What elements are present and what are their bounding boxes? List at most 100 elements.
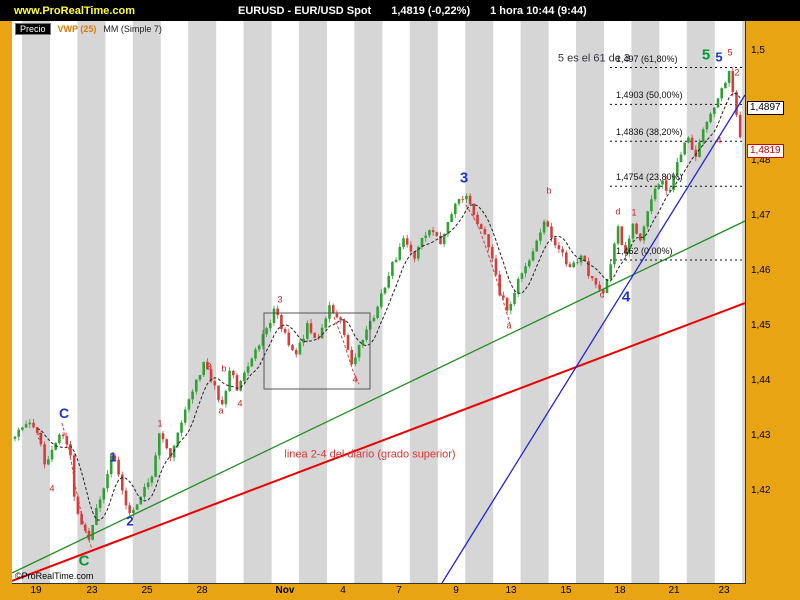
candle-body xyxy=(320,327,324,339)
candle-body xyxy=(198,375,202,380)
price-axis-label: 1,45 xyxy=(751,320,771,331)
candle-body xyxy=(124,490,128,506)
candle-body xyxy=(516,278,520,293)
candle-body xyxy=(476,214,479,225)
candle-body xyxy=(72,455,76,497)
candle-body xyxy=(224,390,228,405)
time-axis-label: 18 xyxy=(614,585,626,596)
candle-body xyxy=(676,162,679,176)
title-bar: www.ProRealTime.com EURUSD - EUR/USD Spo… xyxy=(0,0,800,21)
wave-label: 3 xyxy=(459,169,469,187)
candle-body xyxy=(121,474,124,491)
candle-body xyxy=(720,88,723,99)
time-axis-label: 28 xyxy=(196,585,208,596)
time-axis[interactable]: 19 23 25 28 Nov 4 7 9 13 15 18 21 23 xyxy=(12,585,745,600)
candle-body xyxy=(494,258,498,275)
candle-body xyxy=(243,372,246,382)
price-axis-label: 1,43 xyxy=(751,430,771,441)
candle-body xyxy=(280,315,283,330)
prorealtime-link[interactable]: www.ProRealTime.com xyxy=(14,4,136,17)
ma-indicator-label[interactable]: MM (Simple 7) xyxy=(103,24,162,34)
candle-body xyxy=(335,313,339,318)
note-5-es-el-61-de-3: 5 es el 61 de 3 xyxy=(557,52,631,65)
candle-body xyxy=(627,238,631,254)
candle-body xyxy=(713,107,716,114)
candle-body xyxy=(431,230,435,233)
wave-label: a xyxy=(218,405,224,416)
candle-body xyxy=(657,184,661,189)
candle-body xyxy=(213,381,217,386)
instrument-title: EURUSD - EUR/USD Spot xyxy=(238,4,372,17)
candle-body xyxy=(709,113,712,123)
candle-body xyxy=(265,328,268,335)
candle-body xyxy=(361,339,365,346)
day-stripe xyxy=(243,21,272,583)
wave-label: 5 xyxy=(727,47,733,58)
candle-body xyxy=(309,323,313,333)
wave-label: 3 xyxy=(37,431,43,442)
candle-body xyxy=(409,244,413,252)
day-stripe xyxy=(188,21,217,583)
candle-body xyxy=(535,240,538,252)
time-axis-label: 23 xyxy=(86,585,98,596)
candle-body xyxy=(383,287,387,294)
wave-label: b xyxy=(221,363,227,374)
candle-body xyxy=(631,223,635,239)
wave-label: 2 xyxy=(734,67,740,78)
candle-body xyxy=(346,335,350,350)
candle-body xyxy=(587,261,590,276)
price-marker-box: 1,4819 xyxy=(747,143,784,158)
candle-body xyxy=(232,370,235,376)
candle-body xyxy=(454,203,457,215)
price-axis[interactable]: 1,5 1,48 1,47 1,46 1,45 1,44 1,43 1,42 1,4897 1,4… xyxy=(746,21,800,583)
candle-body xyxy=(653,188,657,200)
wave-label: c xyxy=(599,289,605,300)
fib-level-label: 1,497 (61,80%) xyxy=(616,53,678,64)
candle-body xyxy=(417,247,420,259)
wave-label: 3 xyxy=(277,294,283,305)
fib-level-label: 1,4754 (23,80%) xyxy=(616,172,683,183)
candle-body xyxy=(291,345,294,351)
candle-body xyxy=(642,226,646,241)
time-axis-label: 15 xyxy=(560,585,572,596)
candle-body xyxy=(557,245,561,250)
candle-body xyxy=(98,499,102,508)
vwp-indicator-label[interactable]: VWP (25) xyxy=(57,24,97,34)
candle-body xyxy=(154,455,157,477)
indicator-legend: Precio VWP (25) MM (Simple 7) xyxy=(15,23,162,35)
wave-label: 4 xyxy=(49,483,55,494)
candle-body xyxy=(461,199,464,200)
range-box xyxy=(263,312,371,390)
time-axis-label: 9 xyxy=(453,585,459,596)
candle-body xyxy=(594,278,598,285)
candle-body xyxy=(539,232,542,241)
candle-body xyxy=(24,424,28,428)
candle-body xyxy=(391,261,394,276)
wave-label: 4 xyxy=(352,374,358,385)
price-chip[interactable]: Precio xyxy=(15,23,51,35)
candle-body xyxy=(76,496,80,514)
candle-body xyxy=(616,226,620,244)
time-axis-label: 25 xyxy=(141,585,153,596)
candle-body xyxy=(513,292,516,304)
candle-body xyxy=(191,391,194,400)
candle-body xyxy=(650,199,653,212)
candle-body xyxy=(716,98,720,108)
candle-body xyxy=(206,361,209,370)
candle-body xyxy=(339,317,342,320)
candle-body xyxy=(272,308,276,324)
candle-body xyxy=(95,507,98,525)
candle-body xyxy=(283,329,287,333)
projection-curve xyxy=(61,422,93,550)
price-axis-label: 1,47 xyxy=(751,210,771,221)
candle-body xyxy=(457,199,461,204)
candle-body xyxy=(84,524,87,531)
chart-canvas[interactable]: Precio VWP (25) MM (Simple 7) ©ProRealTi… xyxy=(12,21,746,584)
projection-curve xyxy=(465,204,511,325)
candle-body xyxy=(439,235,442,245)
candle-body xyxy=(487,234,490,248)
candle-body xyxy=(694,149,698,157)
wave-label: 4 xyxy=(237,398,243,409)
candle-body xyxy=(61,434,65,437)
candle-body xyxy=(561,249,564,253)
